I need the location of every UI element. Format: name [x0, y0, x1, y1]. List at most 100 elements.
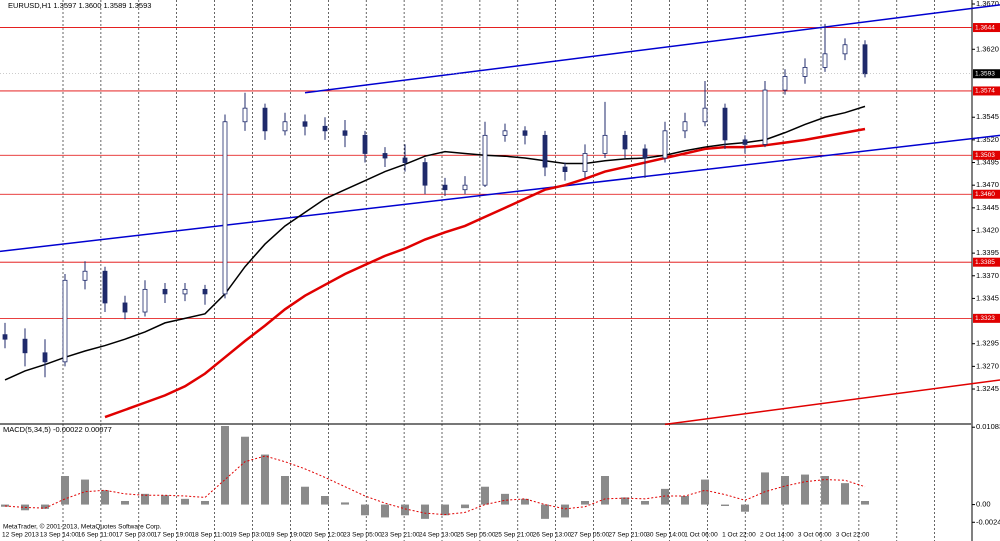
- x-tick-label: 2 Oct 14:00: [760, 532, 794, 539]
- candle-body: [562, 166, 568, 172]
- macd-bar: [401, 504, 409, 516]
- x-tick-label: 13 Sep 14:00: [40, 532, 79, 539]
- macd-bar: [601, 476, 609, 505]
- candle-body: [342, 130, 348, 136]
- x-tick-label: 23 Sep 21:00: [381, 532, 420, 539]
- x-tick-label: 25 Sep 05:00: [457, 532, 496, 539]
- macd-bar: [581, 501, 589, 505]
- candle-body: [722, 107, 728, 141]
- level-label-box: [973, 86, 1000, 96]
- y-tick-label: 1.3495: [976, 158, 999, 167]
- candle-body: [102, 270, 108, 304]
- candle-body: [602, 134, 608, 154]
- x-tick-label: 26 Sep 13:00: [533, 532, 572, 539]
- macd-bar: [341, 502, 349, 505]
- candle-body: [62, 279, 68, 363]
- macd-bar: [701, 479, 709, 505]
- macd-bar: [221, 426, 229, 505]
- x-tick-label: 20 Sep 12:00: [305, 532, 344, 539]
- x-tick-label: 18 Sep 11:00: [192, 532, 231, 539]
- level-label-box: [973, 23, 1000, 33]
- x-tick-label: 27 Sep 05:00: [571, 532, 610, 539]
- chart-title: EURUSD,H1 1.3597 1.3600 1.3589 1.3593: [8, 1, 151, 10]
- macd-bar: [741, 504, 749, 512]
- macd-bar: [621, 497, 629, 505]
- moving-average: [4, 105, 866, 381]
- candle-body: [802, 67, 808, 77]
- macd-bar: [241, 436, 249, 505]
- macd-bar: [781, 476, 789, 505]
- y-tick-label: -0.00248: [976, 517, 1000, 526]
- y-tick-label: 1.3270: [976, 361, 999, 370]
- candle-body: [362, 134, 368, 154]
- macd-bar: [161, 495, 169, 505]
- x-tick-label: 1 Oct 06:00: [684, 532, 718, 539]
- candle-body: [82, 270, 88, 281]
- y-tick-label: 0.00: [976, 500, 991, 509]
- candle-body: [402, 157, 408, 163]
- indicator-title: MACD(5,34,5) -0.00022 0.00077: [3, 425, 112, 434]
- macd-bar: [181, 498, 189, 505]
- y-tick-label: 1.3670: [976, 0, 999, 8]
- macd-bar: [461, 504, 469, 509]
- macd-bar: [721, 504, 729, 506]
- macd-bar: [521, 498, 529, 505]
- candle-body: [782, 76, 788, 91]
- macd-bar: [61, 476, 69, 505]
- y-tick-label: 1.3620: [976, 44, 999, 53]
- macd-bar: [501, 493, 509, 505]
- x-tick-label: 16 Sep 11:00: [78, 532, 117, 539]
- level-label-box: [973, 189, 1000, 199]
- level-label: 1.3385: [975, 259, 995, 266]
- candle-body: [322, 125, 328, 132]
- x-tick-label: 27 Sep 21:00: [608, 532, 647, 539]
- level-label: 1.3644: [975, 24, 995, 31]
- candle-body: [302, 121, 308, 127]
- macd-bar: [821, 476, 829, 505]
- moving-average: [104, 127, 866, 419]
- candle-body: [522, 130, 528, 136]
- candle-body: [242, 107, 248, 123]
- x-tick-label: 3 Oct 06:00: [798, 532, 832, 539]
- level-label: 1.3503: [975, 152, 995, 159]
- macd-bar: [761, 472, 769, 505]
- y-tick-label: 0.01083: [976, 422, 1000, 431]
- candle-body: [862, 44, 868, 75]
- candle-body: [42, 352, 48, 363]
- x-tick-label: 17 Sep 19:00: [154, 532, 193, 539]
- x-tick-label: 12 Sep 2013: [2, 532, 39, 539]
- macd-bar: [301, 486, 309, 505]
- candle-body: [582, 153, 588, 172]
- macd-bar: [661, 488, 669, 505]
- macd-bar: [121, 501, 129, 505]
- candle-body: [462, 184, 468, 191]
- macd-bar: [141, 493, 149, 505]
- macd-bar: [281, 476, 289, 505]
- level-label-box: [973, 150, 1000, 160]
- current-price-label: 1.3593: [975, 70, 995, 77]
- macd-bar: [261, 454, 269, 505]
- macd-bar: [101, 490, 109, 505]
- macd-bar: [841, 483, 849, 505]
- level-label-box: [973, 313, 1000, 323]
- x-tick-label: 19 Sep 03:00: [229, 532, 268, 539]
- y-tick-label: 1.3245: [976, 384, 999, 393]
- x-tick-label: 23 Sep 05:00: [343, 532, 382, 539]
- x-tick-label: 30 Sep 14:00: [646, 532, 685, 539]
- macd-bar: [1, 504, 9, 507]
- candle-body: [622, 134, 628, 150]
- y-tick-label: 1.3345: [976, 293, 999, 302]
- macd-bar: [801, 474, 809, 505]
- macd-bar: [481, 486, 489, 505]
- candle-body: [682, 121, 688, 132]
- candle-body: [382, 153, 388, 159]
- y-tick-label: 1.3545: [976, 112, 999, 121]
- macd-bar: [321, 496, 329, 505]
- y-tick-label: 1.3520: [976, 135, 999, 144]
- y-tick-label: 1.3420: [976, 225, 999, 234]
- candle-body: [282, 121, 288, 132]
- candle-body: [442, 184, 448, 191]
- trend-line: [0, 134, 1000, 253]
